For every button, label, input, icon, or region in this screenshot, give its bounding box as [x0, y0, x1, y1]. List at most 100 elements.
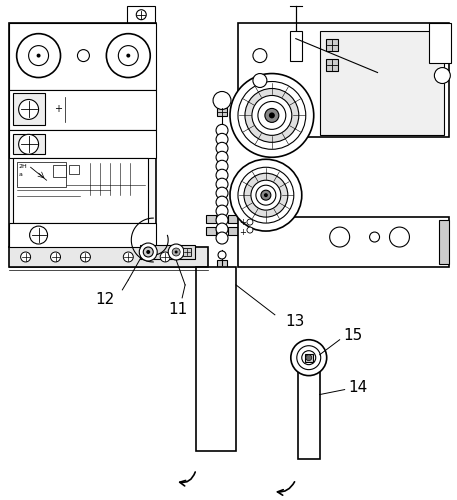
- Circle shape: [216, 223, 228, 235]
- Bar: [217, 260, 227, 268]
- Circle shape: [19, 134, 38, 154]
- Circle shape: [37, 54, 41, 58]
- Circle shape: [306, 354, 312, 360]
- Circle shape: [175, 250, 178, 254]
- Circle shape: [265, 108, 279, 122]
- Circle shape: [216, 178, 228, 190]
- Bar: [206, 227, 216, 235]
- Circle shape: [245, 88, 299, 142]
- Bar: [430, 22, 452, 62]
- Circle shape: [253, 74, 267, 88]
- Circle shape: [370, 232, 380, 242]
- Circle shape: [297, 346, 321, 370]
- Circle shape: [244, 173, 288, 217]
- Circle shape: [247, 219, 253, 225]
- Circle shape: [106, 34, 150, 78]
- Text: 11: 11: [169, 302, 188, 318]
- Circle shape: [216, 214, 228, 226]
- Circle shape: [238, 168, 294, 223]
- Circle shape: [16, 34, 60, 78]
- Circle shape: [252, 96, 292, 136]
- Bar: [326, 58, 338, 70]
- Bar: [238, 22, 449, 138]
- Circle shape: [247, 227, 253, 233]
- Circle shape: [216, 196, 228, 208]
- Circle shape: [434, 68, 450, 84]
- Circle shape: [216, 134, 228, 145]
- Bar: [183, 248, 191, 256]
- Circle shape: [216, 232, 228, 244]
- Circle shape: [139, 243, 157, 261]
- Circle shape: [168, 244, 184, 260]
- Circle shape: [216, 205, 228, 217]
- Circle shape: [302, 350, 316, 364]
- Bar: [140, 245, 195, 259]
- Circle shape: [216, 124, 228, 136]
- Circle shape: [160, 252, 170, 262]
- Circle shape: [146, 250, 150, 254]
- Bar: [290, 30, 302, 60]
- Circle shape: [126, 54, 130, 58]
- Circle shape: [21, 252, 31, 262]
- Circle shape: [51, 252, 60, 262]
- Bar: [13, 134, 45, 154]
- Bar: [9, 90, 156, 130]
- Text: 14: 14: [348, 380, 367, 395]
- Text: 15: 15: [343, 328, 362, 343]
- Circle shape: [238, 82, 306, 150]
- Bar: [69, 166, 80, 174]
- Circle shape: [269, 112, 275, 118]
- Bar: [9, 130, 156, 158]
- Circle shape: [251, 180, 281, 210]
- Circle shape: [216, 160, 228, 172]
- Bar: [196, 267, 236, 452]
- Bar: [9, 247, 208, 267]
- Circle shape: [30, 226, 48, 244]
- Circle shape: [29, 46, 48, 66]
- Text: 13: 13: [285, 314, 304, 330]
- Text: +: +: [239, 218, 246, 226]
- Bar: [9, 22, 156, 90]
- Bar: [217, 108, 227, 116]
- Bar: [9, 22, 156, 247]
- Bar: [228, 227, 238, 235]
- Bar: [326, 38, 338, 50]
- Text: 2H: 2H: [19, 164, 27, 169]
- Circle shape: [123, 252, 133, 262]
- Bar: [305, 354, 313, 362]
- Bar: [228, 215, 238, 223]
- Circle shape: [291, 340, 327, 376]
- Circle shape: [80, 252, 90, 262]
- Bar: [13, 158, 148, 223]
- Circle shape: [261, 190, 271, 200]
- Circle shape: [143, 247, 153, 257]
- Bar: [128, 6, 155, 24]
- Circle shape: [230, 160, 302, 231]
- Bar: [238, 217, 449, 267]
- Text: +: +: [239, 228, 246, 236]
- Bar: [320, 30, 444, 136]
- Circle shape: [216, 152, 228, 164]
- Bar: [206, 215, 216, 223]
- Circle shape: [216, 187, 228, 199]
- Bar: [13, 94, 45, 126]
- Bar: [9, 223, 156, 247]
- Circle shape: [389, 227, 409, 247]
- Circle shape: [216, 169, 228, 181]
- Text: 12: 12: [96, 292, 115, 308]
- Bar: [298, 360, 320, 460]
- Bar: [53, 166, 67, 177]
- Circle shape: [172, 248, 180, 256]
- Circle shape: [77, 50, 90, 62]
- Circle shape: [218, 251, 226, 259]
- Text: +: +: [54, 104, 63, 115]
- Bar: [16, 162, 67, 187]
- Circle shape: [329, 227, 350, 247]
- Circle shape: [216, 142, 228, 154]
- Circle shape: [258, 102, 286, 130]
- Circle shape: [19, 100, 38, 119]
- Bar: [439, 220, 449, 264]
- Circle shape: [213, 92, 231, 110]
- Circle shape: [264, 193, 268, 197]
- Circle shape: [253, 48, 267, 62]
